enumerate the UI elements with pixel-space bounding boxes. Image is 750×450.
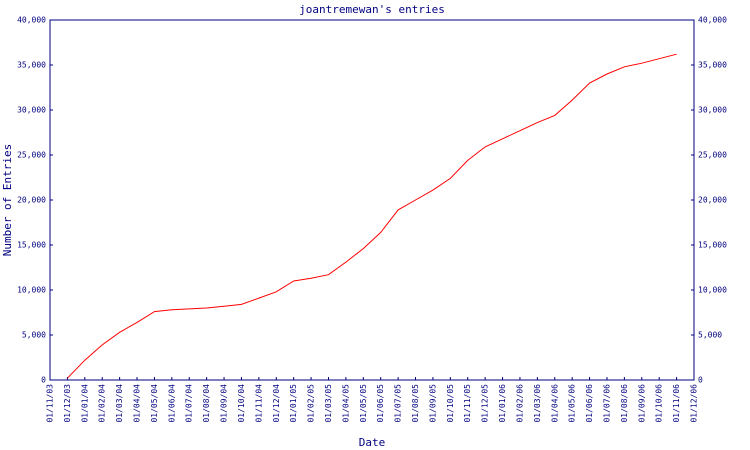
x-tick-label: 01/11/06	[672, 384, 681, 423]
y-tick-label: 30,000	[17, 106, 46, 115]
y-tick-label: 5,000	[22, 331, 46, 340]
data-line	[67, 53, 677, 379]
x-tick-label: 01/01/05	[289, 384, 298, 423]
x-axis-label: Date	[359, 436, 386, 449]
x-tick-label: 01/02/05	[307, 384, 316, 423]
y2-tick-label: 0	[698, 376, 703, 385]
x-tick-label: 01/09/06	[637, 384, 646, 423]
x-tick-label: 01/04/04	[133, 384, 142, 423]
x-tick-label: 01/08/06	[620, 384, 629, 423]
x-tick-label: 01/01/06	[498, 384, 507, 423]
x-tick-label: 01/03/06	[533, 384, 542, 423]
x-tick-label: 01/06/05	[376, 384, 385, 423]
y2-tick-label: 5,000	[698, 331, 722, 340]
x-tick-label: 01/11/03	[46, 384, 55, 423]
y-axis-label: Number of Entries	[1, 144, 14, 257]
x-tick-label: 01/11/05	[463, 384, 472, 423]
y2-tick-label: 30,000	[698, 106, 727, 115]
x-tick-label: 01/09/05	[428, 384, 437, 423]
x-tick-label: 01/07/05	[394, 384, 403, 423]
x-tick-label: 01/06/06	[585, 384, 594, 423]
y-tick-label: 15,000	[17, 241, 46, 250]
y2-tick-label: 10,000	[698, 286, 727, 295]
x-tick-label: 01/04/05	[341, 384, 350, 423]
y-tick-label: 10,000	[17, 286, 46, 295]
x-tick-label: 01/11/04	[254, 384, 263, 423]
chart-title: joantremewan's entries	[299, 3, 445, 16]
x-tick-label: 01/08/05	[411, 384, 420, 423]
y2-tick-label: 40,000	[698, 16, 727, 25]
y-tick-label: 40,000	[17, 16, 46, 25]
x-tick-label: 01/12/04	[272, 384, 281, 423]
x-tick-label: 01/12/03	[63, 384, 72, 423]
x-tick-label: 01/03/04	[115, 384, 124, 423]
x-tick-label: 01/05/04	[150, 384, 159, 423]
y-tick-label: 20,000	[17, 196, 46, 205]
y-tick-label: 0	[41, 376, 46, 385]
x-tick-label: 01/07/04	[185, 384, 194, 423]
x-tick-label: 01/06/04	[167, 384, 176, 423]
x-tick-label: 01/01/04	[80, 384, 89, 423]
y-tick-label: 35,000	[17, 61, 46, 70]
y2-tick-label: 25,000	[698, 151, 727, 160]
x-tick-label: 01/02/06	[515, 384, 524, 423]
x-tick-label: 01/10/06	[655, 384, 664, 423]
x-tick-label: 01/12/06	[690, 384, 699, 423]
x-tick-label: 01/04/06	[550, 384, 559, 423]
x-tick-label: 01/12/05	[481, 384, 490, 423]
x-tick-label: 01/02/04	[98, 384, 107, 423]
x-tick-label: 01/09/04	[220, 384, 229, 423]
x-tick-label: 01/05/05	[359, 384, 368, 423]
y2-tick-label: 15,000	[698, 241, 727, 250]
y-tick-label: 25,000	[17, 151, 46, 160]
y2-tick-label: 35,000	[698, 61, 727, 70]
x-tick-label: 01/05/06	[568, 384, 577, 423]
plot-frame	[49, 19, 695, 381]
x-tick-label: 01/07/06	[602, 384, 611, 423]
x-tick-label: 01/10/05	[446, 384, 455, 423]
x-tick-label: 01/10/04	[237, 384, 246, 423]
y2-tick-label: 20,000	[698, 196, 727, 205]
x-tick-label: 01/08/04	[202, 384, 211, 423]
x-tick-label: 01/03/05	[324, 384, 333, 423]
